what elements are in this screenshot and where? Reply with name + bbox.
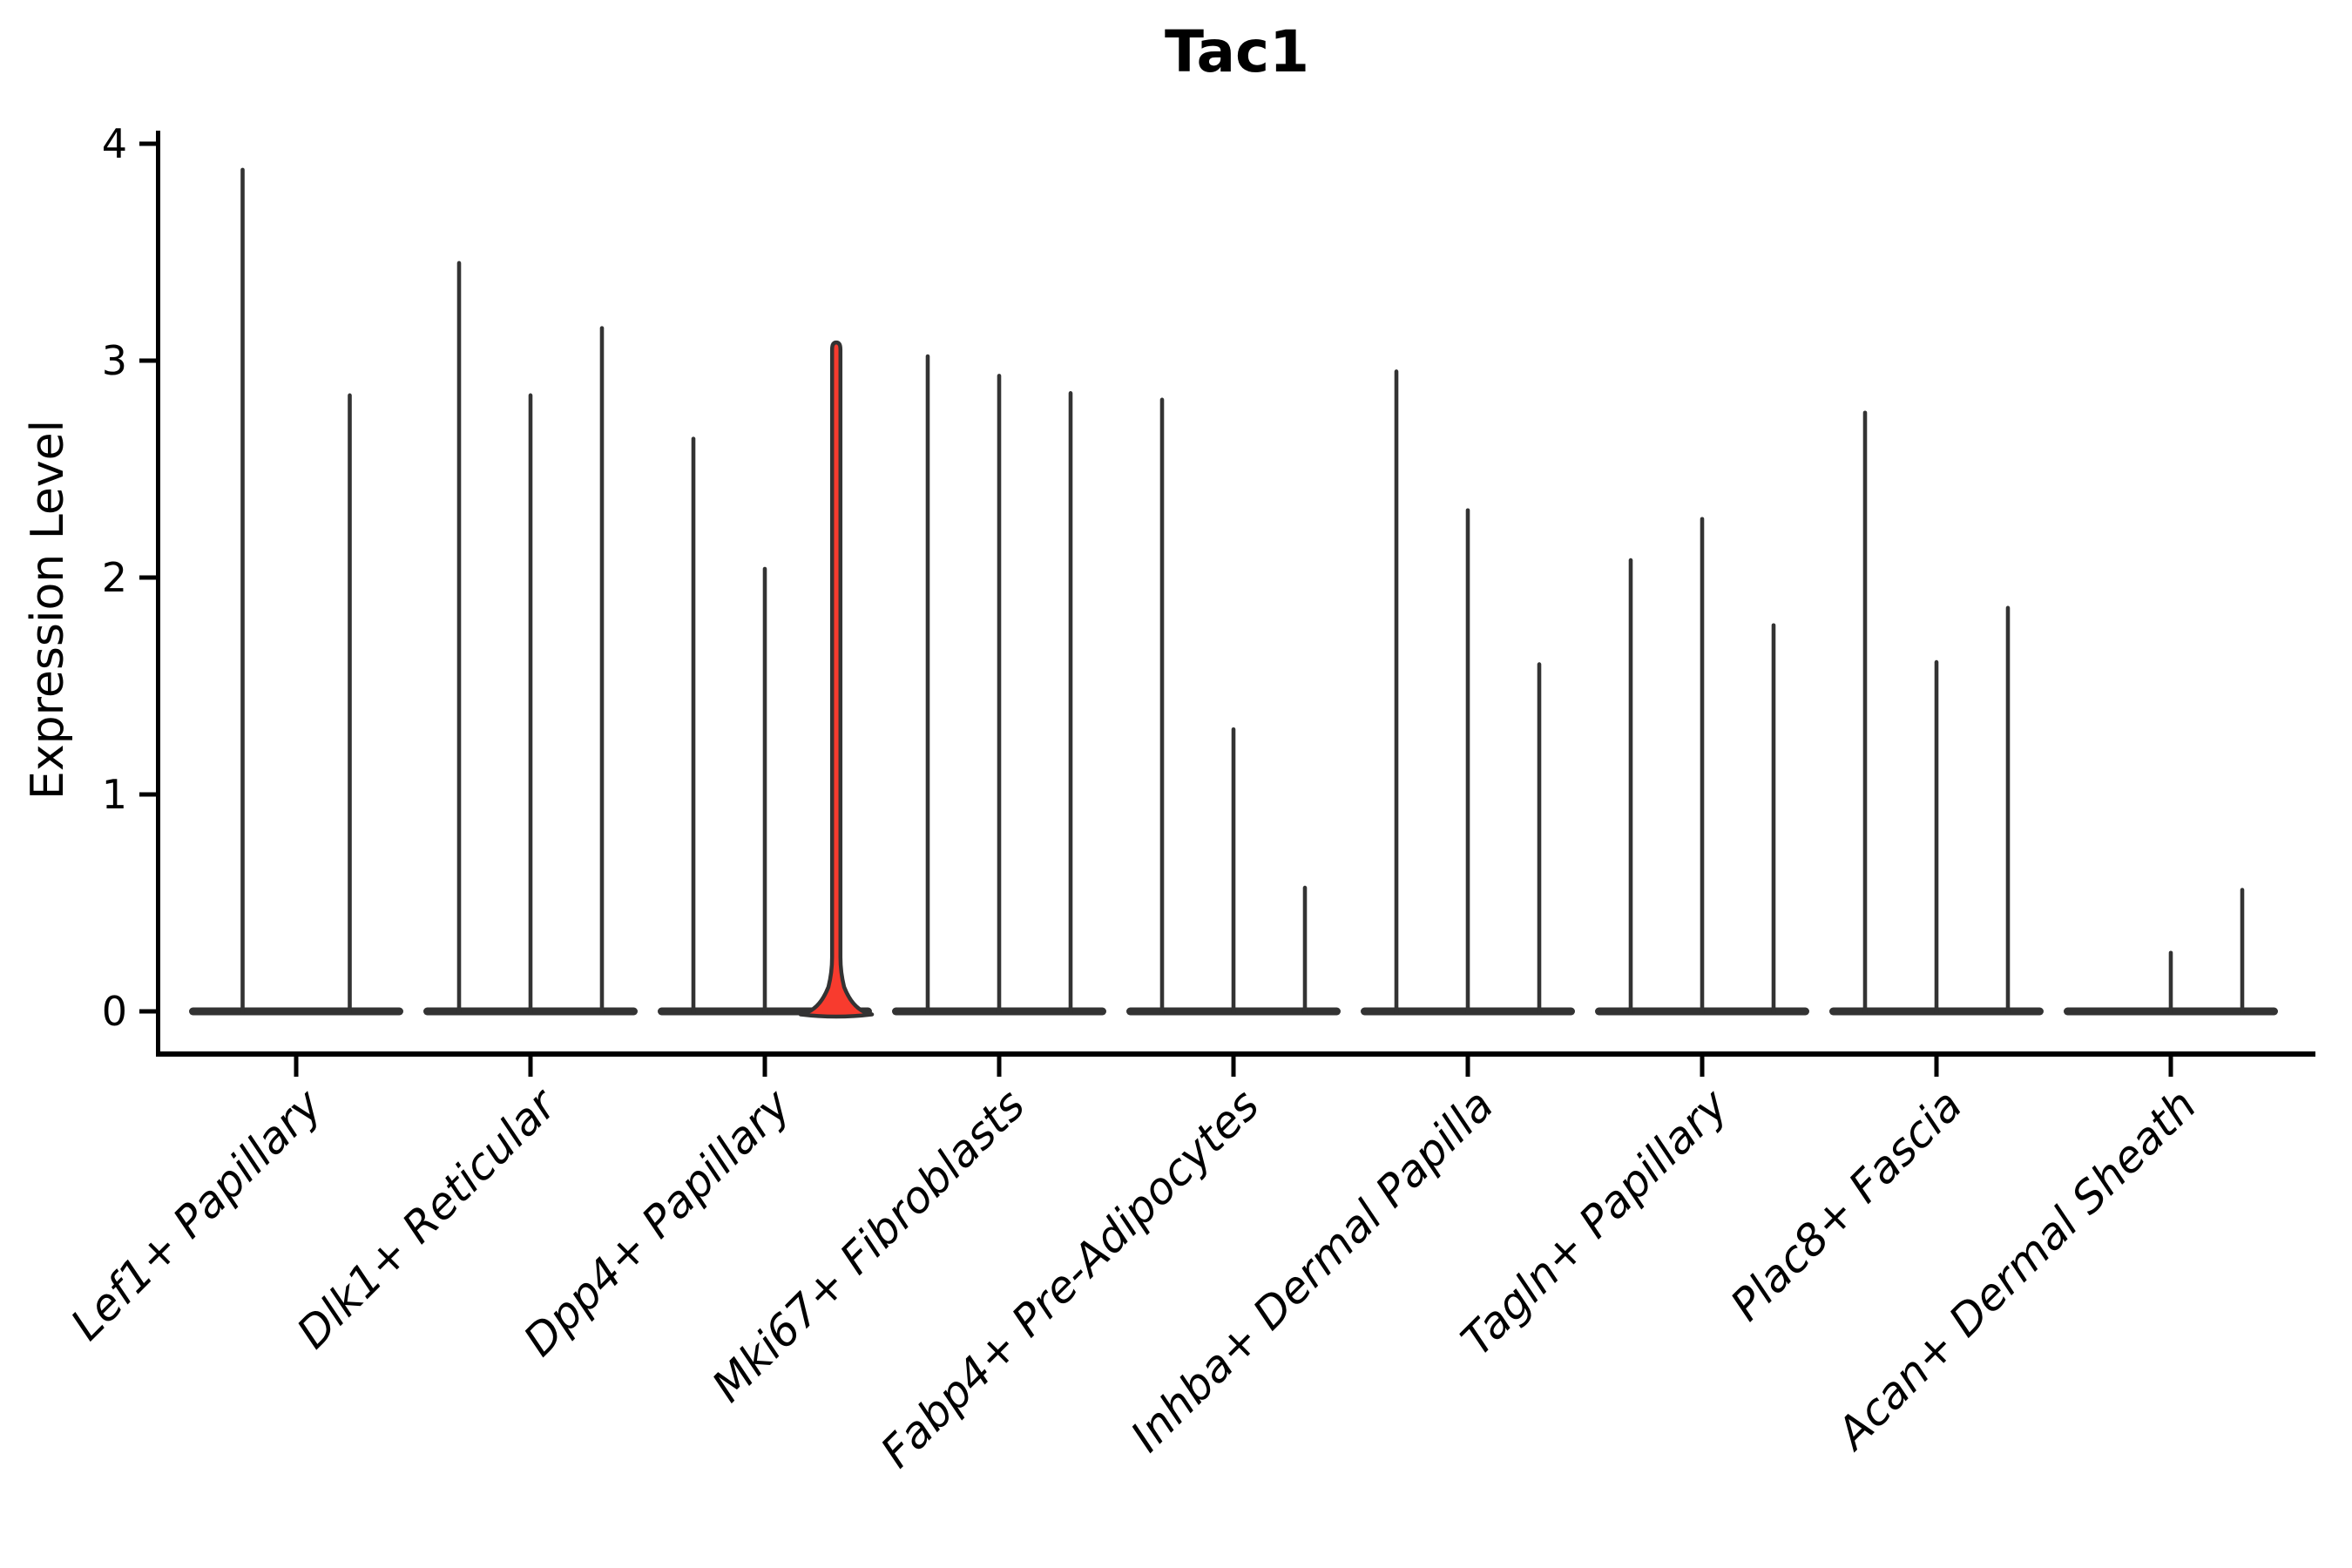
highlighted-violin — [798, 340, 875, 1019]
y-tick-label: 2 — [102, 554, 127, 601]
y-tick-label: 3 — [102, 337, 127, 384]
chart-title: Tac1 — [1165, 18, 1309, 85]
y-tick-label: 1 — [102, 771, 127, 818]
violin-zero-density-bar — [189, 1007, 403, 1016]
y-axis-label: Expression Level — [22, 420, 74, 800]
y-tick-label: 0 — [102, 988, 127, 1035]
y-tick-label: 4 — [102, 120, 127, 167]
